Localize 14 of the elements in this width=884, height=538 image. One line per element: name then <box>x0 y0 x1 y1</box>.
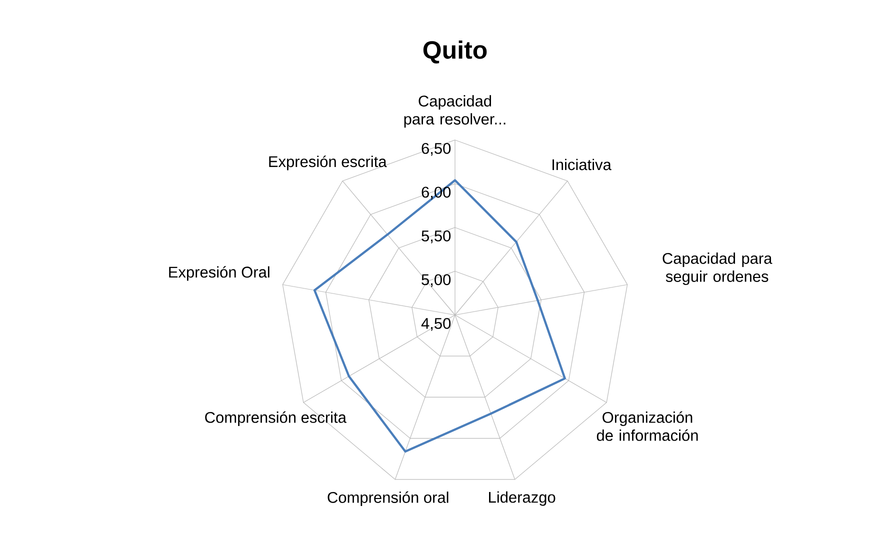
spoke-label: Organización de información <box>596 411 698 441</box>
spoke-label: Expresión escrita <box>269 156 387 170</box>
y-tick-label: 4,50 <box>421 318 451 331</box>
spoke-label: Expresión Oral <box>169 266 270 281</box>
spoke-label: Capacidad para seguir ordenes <box>662 252 772 286</box>
spoke-label: Comprensión oral <box>328 491 448 506</box>
y-tick-label: 6,50 <box>422 142 451 156</box>
spoke-label: Comprensión escrita <box>205 411 346 426</box>
spoke-label: Liderazgo <box>489 491 556 506</box>
spoke-label: Capacidad para resolver... <box>404 95 506 128</box>
chart-title: Quito <box>423 40 487 64</box>
spoke-label: Iniciativa <box>552 158 612 170</box>
y-tick-label: 5,50 <box>422 230 451 244</box>
y-tick-label: 5,00 <box>422 274 451 287</box>
